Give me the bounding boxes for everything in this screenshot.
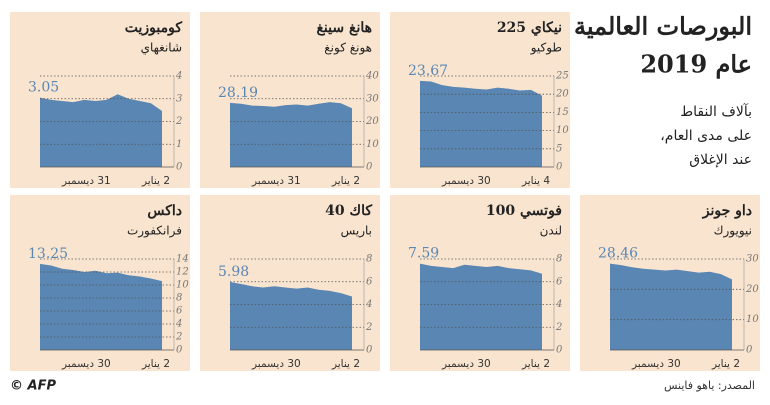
- y-tick-label: 2: [555, 322, 562, 333]
- panel-subtitle: فرانكفورت: [127, 224, 182, 239]
- panel-subtitle: نيويورك: [714, 224, 752, 239]
- y-tick-label: 0: [556, 345, 563, 356]
- area: [40, 263, 162, 350]
- x-tick-label: 30 ديسمبر: [61, 358, 111, 370]
- panel-title: فوتسي 100: [486, 203, 562, 219]
- y-tick-label: 4: [175, 319, 182, 330]
- y-tick-label: 0: [366, 162, 373, 173]
- x-tick-label: 31 ديسمبر: [61, 175, 111, 187]
- y-tick-label: 2: [175, 116, 182, 127]
- y-tick-label: 10: [746, 314, 759, 325]
- x-tick-label: 2 يناير: [141, 175, 170, 187]
- x-tick-label: 30 ديسمبر: [251, 358, 301, 370]
- y-tick-label: 0: [746, 345, 753, 356]
- area: [420, 80, 542, 167]
- source: المصدر: ياهو فاينس: [664, 379, 755, 392]
- y-tick-label: 8: [556, 254, 562, 265]
- panel-title: داو جونز: [702, 203, 752, 219]
- panel-title: هانغ سينغ: [316, 20, 372, 36]
- main-title-year: عام 2019: [640, 50, 752, 80]
- value-label: 13.25: [28, 246, 68, 262]
- area: [420, 263, 542, 350]
- subtitle-line: عند الإغلاق: [689, 152, 752, 168]
- y-tick-label: 14: [176, 254, 189, 265]
- panel-subtitle: طوكيو: [530, 41, 562, 56]
- y-tick-label: 8: [176, 293, 182, 304]
- y-tick-label: 0: [556, 162, 563, 173]
- y-tick-label: 5: [556, 143, 562, 154]
- y-tick-label: 15: [556, 107, 569, 118]
- value-label: 28.46: [598, 246, 638, 262]
- x-tick-label: 2 يناير: [331, 358, 360, 370]
- panel-subtitle: باريس: [341, 224, 372, 239]
- y-tick-label: 20: [555, 89, 569, 100]
- y-tick-label: 10: [556, 125, 569, 136]
- main-title: البورصات العالمية: [574, 12, 752, 42]
- panel-title: كاك 40: [325, 203, 372, 219]
- x-tick-label: 30 ديسمبر: [441, 175, 491, 187]
- panel-subtitle: لندن: [540, 224, 562, 238]
- y-tick-label: 10: [176, 280, 189, 291]
- x-tick-label: 30 ديسمبر: [441, 358, 491, 370]
- panel-subtitle: هونغ كونغ: [324, 41, 372, 56]
- value-label: 7.59: [408, 246, 439, 262]
- x-tick-label: 30 ديسمبر: [631, 358, 681, 370]
- y-tick-label: 0: [366, 345, 373, 356]
- panel-title: كومبوزيت: [125, 20, 183, 36]
- x-tick-label: 31 ديسمبر: [251, 175, 301, 187]
- y-tick-label: 40: [365, 71, 379, 82]
- y-tick-label: 30: [746, 254, 759, 265]
- value-label: 3.05: [28, 80, 59, 96]
- y-tick-label: 25: [555, 71, 569, 82]
- panel-subtitle: شانغهاي: [141, 41, 182, 55]
- y-tick-label: 20: [745, 284, 759, 295]
- y-tick-label: 6: [366, 276, 373, 287]
- y-tick-label: 4: [365, 299, 372, 310]
- x-tick-label: 2 يناير: [711, 358, 740, 370]
- y-tick-label: 3: [176, 93, 182, 104]
- y-tick-label: 30: [366, 93, 379, 104]
- y-tick-label: 4: [175, 71, 182, 82]
- y-tick-label: 12: [176, 267, 189, 278]
- y-tick-label: 2: [365, 322, 372, 333]
- value-label: 23.67: [408, 63, 448, 79]
- panel-title: داكس: [147, 203, 182, 219]
- y-tick-label: 0: [176, 345, 183, 356]
- x-tick-label: 2 يناير: [521, 358, 550, 370]
- y-tick-label: 1: [176, 139, 182, 150]
- y-tick-label: 10: [366, 139, 379, 150]
- y-tick-label: 20: [365, 116, 379, 127]
- y-tick-label: 6: [176, 306, 183, 317]
- panel-title: نيكاي 225: [497, 20, 562, 36]
- y-tick-label: 8: [366, 254, 372, 265]
- area: [610, 263, 732, 350]
- y-tick-label: 0: [176, 162, 183, 173]
- area: [230, 102, 352, 167]
- value-label: 28.19: [218, 85, 258, 101]
- credit: © AFP: [10, 379, 56, 394]
- x-tick-label: 2 يناير: [141, 358, 170, 370]
- value-label: 5.98: [218, 264, 249, 280]
- subtitle-line: على مدى العام،: [660, 128, 752, 144]
- y-tick-label: 2: [175, 332, 182, 343]
- y-tick-label: 4: [555, 299, 562, 310]
- x-tick-label: 4 يناير: [521, 175, 550, 187]
- subtitle-line: بآلاف النقاط: [680, 103, 752, 120]
- area: [40, 94, 162, 167]
- area: [230, 281, 352, 350]
- y-tick-label: 6: [556, 276, 563, 287]
- x-tick-label: 2 يناير: [331, 175, 360, 187]
